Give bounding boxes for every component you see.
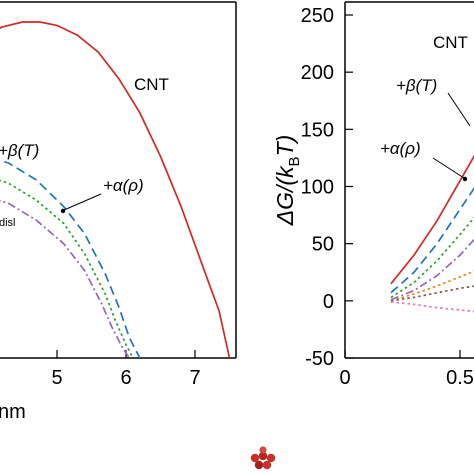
- left-series-1-line: [0, 159, 141, 358]
- right-series-lines: [390, 154, 474, 313]
- left-x-tick-label: 6: [120, 367, 131, 389]
- right-y-tick-label: 200: [301, 62, 334, 84]
- right-y-tick-label: 150: [301, 119, 334, 141]
- right-series-3-line: [390, 238, 474, 301]
- right-x-tick-label: 0: [339, 367, 350, 389]
- left-annotation-disl: disl: [0, 217, 16, 229]
- left-series-3-line: [0, 199, 131, 358]
- right-series-0-line: [390, 154, 474, 285]
- left-series-0-line: [0, 21, 231, 358]
- right-y-tick-label: 0: [323, 291, 334, 313]
- left-annotation-cnt: CNT: [134, 75, 169, 94]
- right-y-tick-label: -50: [305, 348, 334, 370]
- right-y-axis-label: ΔG/(kBT): [272, 135, 303, 227]
- right-annotation-alpha-dot: [462, 176, 468, 182]
- right-series-1-line: [390, 186, 474, 294]
- right-y-tick-label: 250: [301, 5, 334, 27]
- right-x-tick-label: 0.5: [446, 367, 474, 389]
- left-x-ticks: 5 6 7: [51, 350, 201, 389]
- left-series-lines: [0, 21, 231, 358]
- right-y-axis-label-subscript: B: [286, 156, 303, 166]
- right-annotation-cnt: CNT: [433, 33, 468, 52]
- right-annotation-beta-pointer: [447, 92, 471, 127]
- left-x-axis-label: nm: [0, 401, 26, 423]
- right-x-ticks: 0 0.5: [339, 350, 474, 389]
- left-annotation-alpha-dot: [60, 208, 66, 214]
- left-panel: 5 6 7 CNT +β(T) +α(ρ) disl nm: [0, 1, 237, 423]
- left-annotation-alpha-pointer: [63, 193, 102, 211]
- right-series-4-line: [390, 270, 474, 302]
- right-series-5-line: [390, 285, 474, 302]
- left-annotation-beta: +β(T): [0, 141, 39, 160]
- right-annotation-alpha: +α(ρ): [380, 139, 421, 158]
- right-series-6-line: [390, 301, 474, 313]
- right-y-tick-label: 50: [312, 234, 334, 256]
- left-annotation-alpha: +α(ρ): [103, 176, 144, 195]
- right-annotation-beta: +β(T): [396, 76, 437, 95]
- molecule-cluster-icon: [250, 446, 276, 470]
- right-series-2-line: [390, 216, 474, 299]
- right-annotation-alpha-pointer: [432, 157, 465, 179]
- left-x-tick-label: 7: [189, 367, 200, 389]
- right-y-axis-label-end: T): [272, 135, 298, 157]
- right-y-ticks: 250 200 150 100 50 0 -50: [301, 5, 353, 370]
- left-x-tick-label: 5: [51, 367, 62, 389]
- right-y-tick-label: 100: [301, 177, 334, 199]
- left-series-2-line: [0, 179, 134, 358]
- right-y-axis-label-main: ΔG/(k: [272, 165, 298, 226]
